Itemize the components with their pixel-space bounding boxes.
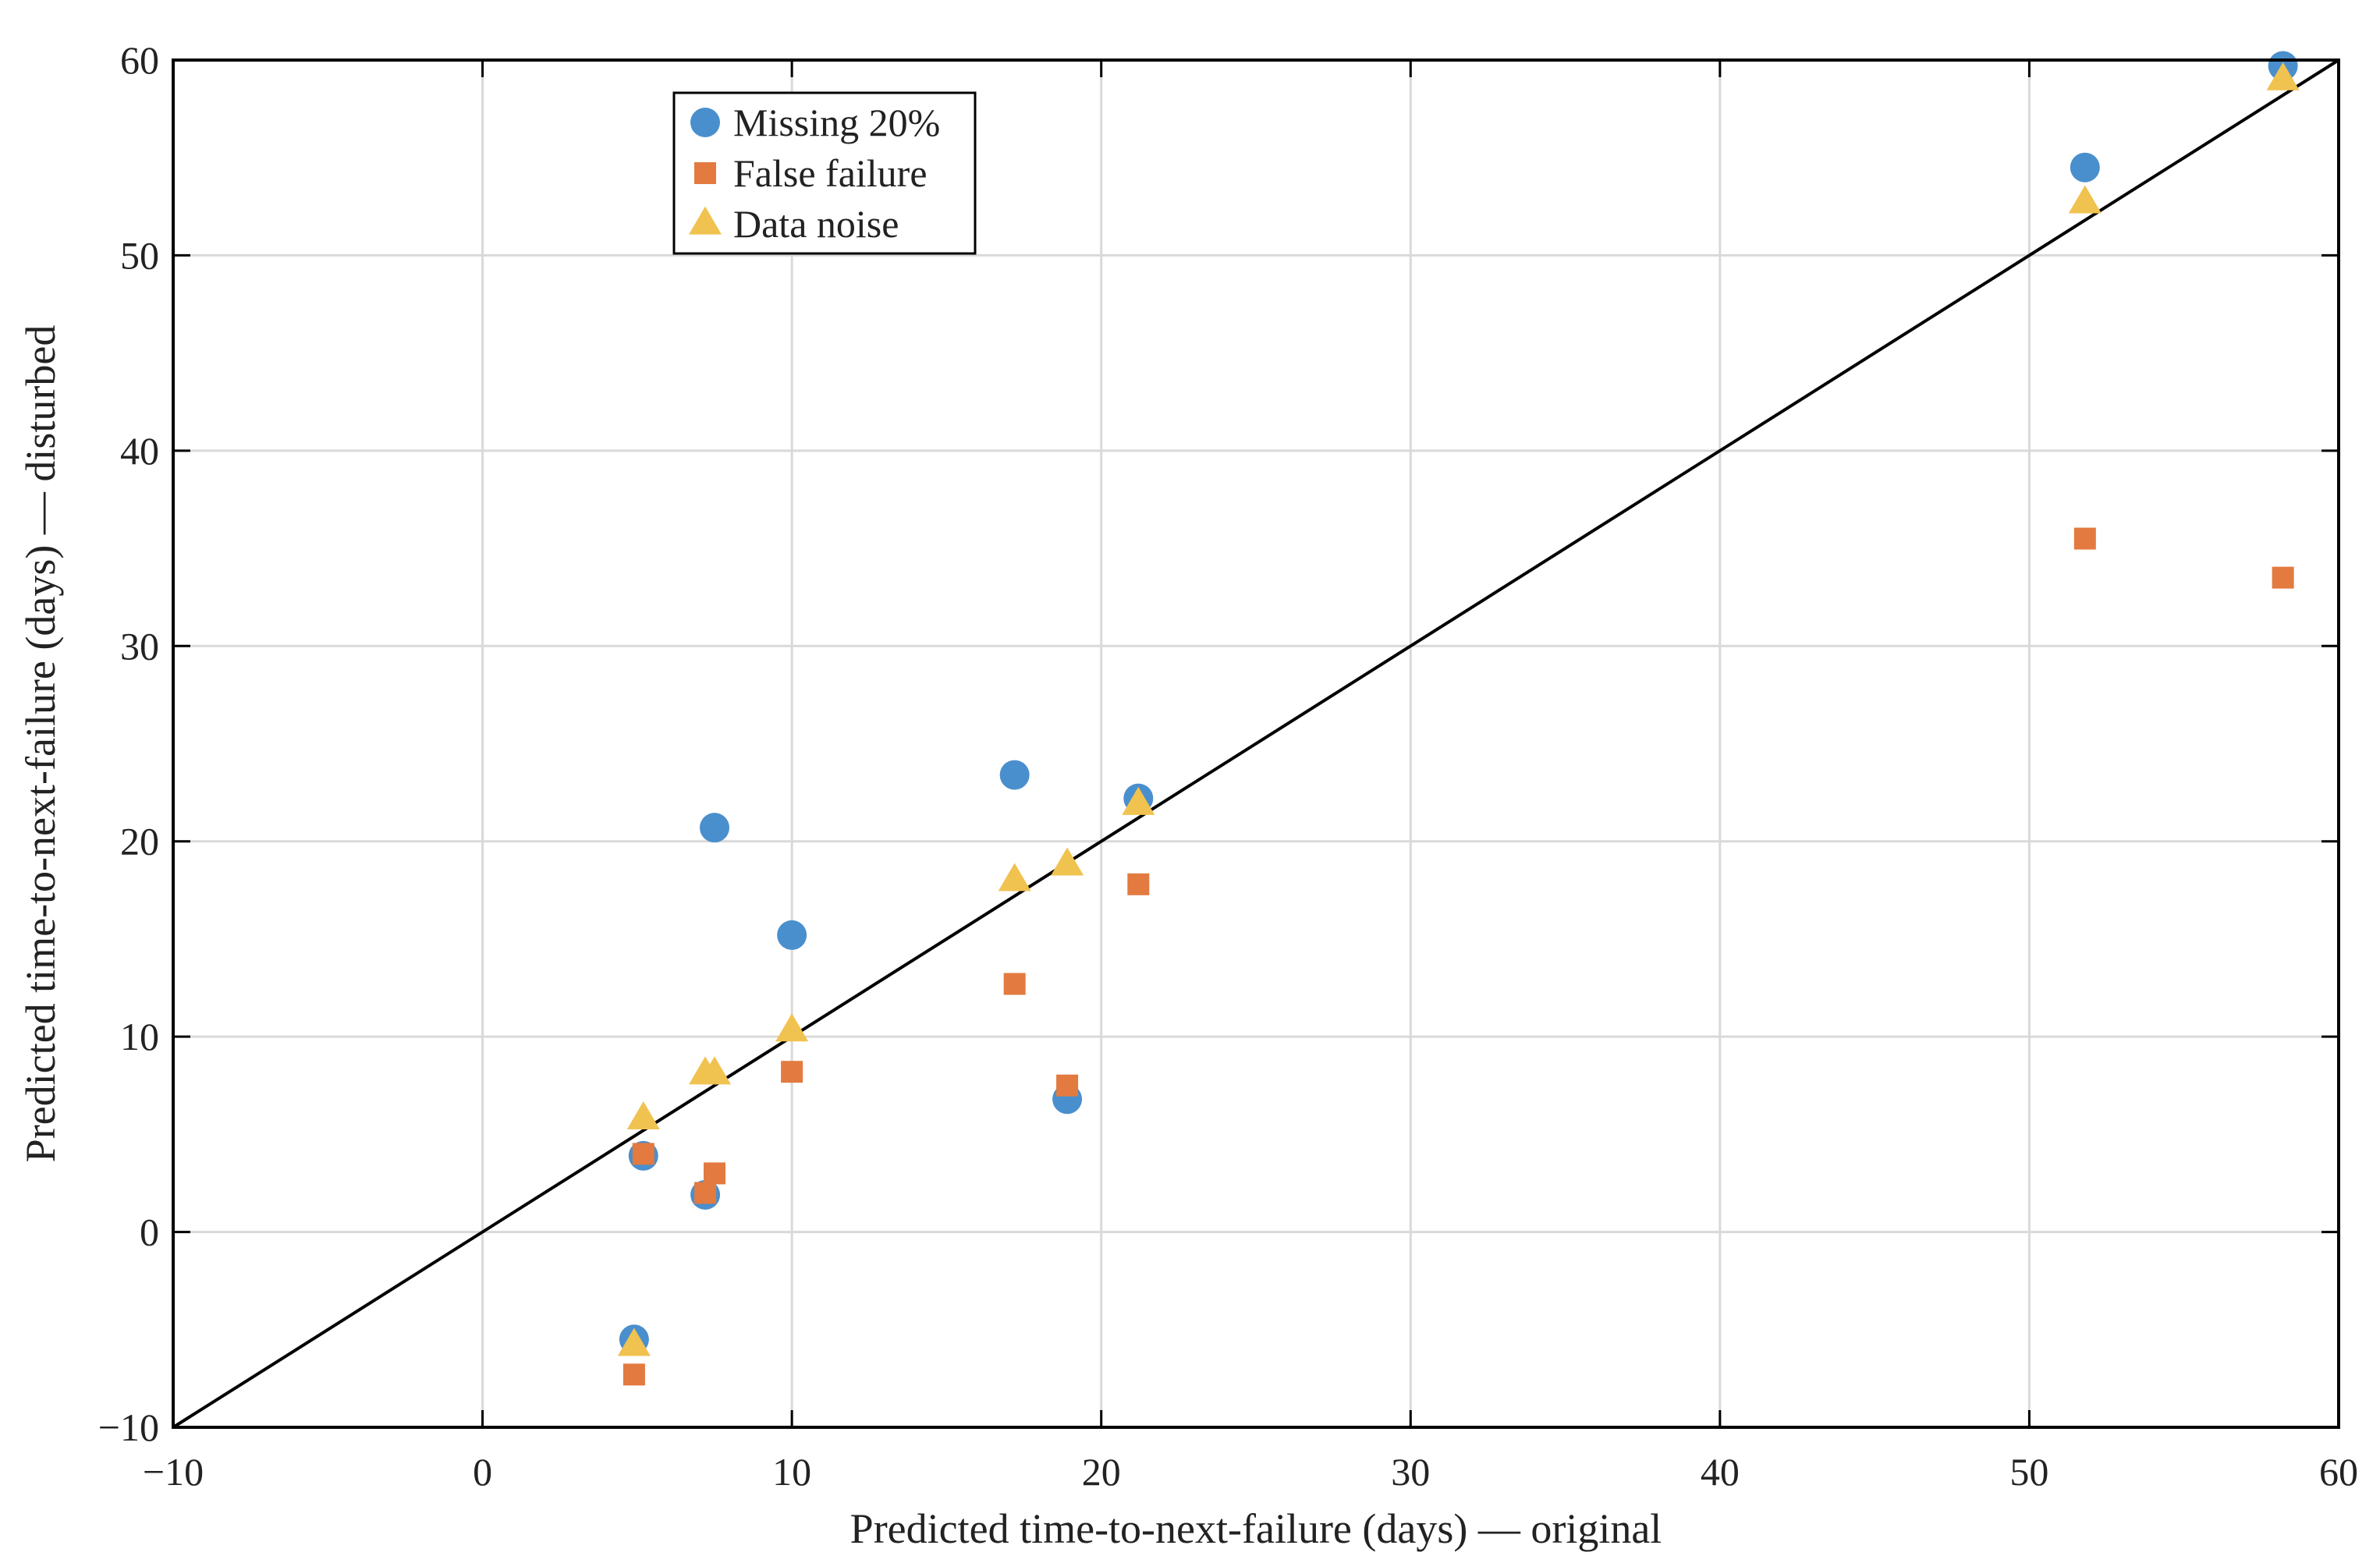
legend-square-marker [694,162,716,184]
triangle-point [1051,847,1084,876]
circle-point [777,920,807,950]
series-square [622,527,2294,1386]
circle-point [700,813,729,843]
legend-triangle-marker [689,206,722,235]
square-point [622,1363,645,1386]
square-point [694,1182,717,1204]
x-tick-label: 30 [1391,1450,1430,1494]
square-point [781,1061,803,1083]
square-point [704,1162,725,1185]
legend-circle-marker [690,108,720,137]
square-point [1127,873,1150,895]
legend: Missing 20% False failure Data noise [672,91,977,255]
square-point [2073,527,2096,550]
x-tick-label: 50 [2009,1450,2048,1494]
y-axis-label: Predicted time-to-next-failure (days) — … [17,325,64,1163]
legend-label: Data noise [733,202,899,246]
legend-entry: Missing 20% [690,101,940,144]
y-tick-label: 50 [120,233,159,277]
triangle-point [775,1013,809,1042]
x-tick-label: 40 [1701,1450,1740,1494]
grid-lines [172,58,2340,1429]
x-tick-label: 0 [473,1450,492,1494]
y-tick-label: 10 [120,1015,159,1058]
legend-label: Missing 20% [733,101,940,144]
x-axis-label: Predicted time-to-next-failure (days) — … [850,1505,1662,1552]
plot-frame [172,58,2340,1429]
legend-box [672,91,977,255]
legend-entry: Data noise [689,202,899,246]
circle-point [2070,152,2100,183]
triangle-point [698,1056,731,1085]
y-tick-label: 40 [120,429,159,473]
square-point [2272,566,2294,589]
axis-ticks [172,58,2340,1429]
triangle-point [626,1101,660,1130]
y-tick-label: 30 [120,624,159,668]
x-tick-label: 20 [1082,1450,1121,1494]
data-points [617,51,2300,1386]
identity-line [172,58,2340,1429]
x-tick-label: 10 [772,1450,811,1494]
square-point [632,1143,654,1165]
tick-labels: −10 0 10 20 30 40 50 60 −10 0 10 20 30 40 50 60 [98,38,2358,1494]
legend-entry: False failure [694,151,928,195]
triangle-point [617,1327,651,1356]
triangle-point [998,863,1031,891]
triangle-point [2068,185,2102,214]
legend-label: False failure [733,151,928,195]
x-tick-label: −10 [143,1450,204,1494]
y-tick-label: −10 [98,1405,159,1449]
series-triangle [617,62,2300,1356]
circle-point [999,760,1030,790]
y-tick-label: 60 [120,38,159,82]
triangle-point [2266,62,2300,90]
reference-line-group [172,58,2340,1429]
square-point [1003,973,1026,995]
y-tick-label: 20 [120,820,159,863]
square-point [1056,1074,1079,1097]
x-tick-label: 60 [2319,1450,2358,1494]
y-tick-label: 0 [140,1210,159,1254]
triangle-point [1122,786,1155,815]
